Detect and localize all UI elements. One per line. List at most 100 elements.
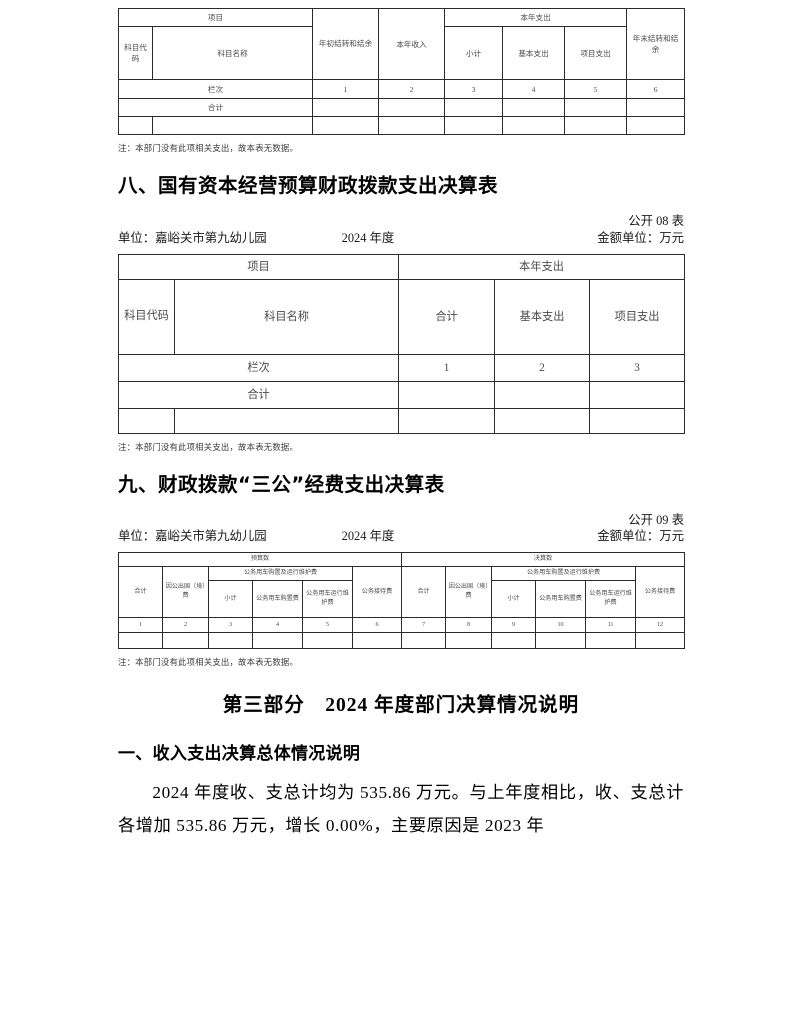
row-label-columns: 栏次 xyxy=(118,79,313,99)
header-reception-fee-final: 公务接待费 xyxy=(635,566,686,619)
total-cell xyxy=(494,380,591,409)
total-cell xyxy=(444,98,503,117)
data-cell xyxy=(626,116,686,135)
table-row xyxy=(118,632,686,650)
data-cell xyxy=(118,407,175,434)
data-cell xyxy=(589,407,686,434)
table-header-row: 科目代码 科目名称 小计 基本支出 项目支出 xyxy=(118,26,685,80)
header-end-balance-text: 年末结转和结余 xyxy=(632,33,679,54)
column-number: 2 xyxy=(494,353,591,382)
total-cell xyxy=(398,380,496,409)
header-project-expense: 项目支出 xyxy=(589,278,686,355)
header-vehicle-subtotal-budget: 小计 xyxy=(208,580,253,619)
header-vehicle-subtotal-final: 小计 xyxy=(491,580,537,619)
unit-label: 单位：嘉峪关市第九幼儿园 xyxy=(118,230,267,245)
header-total-final: 合计 xyxy=(401,566,447,619)
cashflow-budget-table: 项目 年初结转和结余 本年收入 本年支出 年末结转和结余 科目代码 科目名称 小… xyxy=(118,8,686,135)
data-cell xyxy=(118,116,153,135)
header-begin-balance-text: 年初结转和结余 xyxy=(318,39,373,49)
column-number: 2 xyxy=(162,617,209,634)
unit-label: 单位：嘉峪关市第九幼儿园 xyxy=(118,529,267,544)
header-basic-expense: 基本支出 xyxy=(502,26,565,80)
three-public-expense-table: 预算数 决算数 合计 因公出国（境）费 公务用车购置及运行维护费 公务接待费 合… xyxy=(117,552,686,650)
header-year-expense-group: 本年支出 xyxy=(443,8,628,27)
column-number: 2 xyxy=(378,79,445,99)
header-subtotal: 小计 xyxy=(444,26,503,80)
table-header-row: 项目 本年支出 xyxy=(117,253,686,280)
year-label: 2024 年度 xyxy=(341,529,395,544)
column-number: 1 xyxy=(118,617,163,634)
data-cell xyxy=(535,632,587,650)
subsection-heading-one: 一、收入支出决算总体情况说明 xyxy=(118,743,361,764)
table-row-total: 合计 xyxy=(118,98,686,117)
header-project-expense: 项目支出 xyxy=(563,26,628,80)
header-vehicle-group-final: 公务用车购置及运行维护费 xyxy=(491,566,637,582)
header-budget-group: 预算数 xyxy=(117,552,403,568)
header-abroad-fee-budget-text: 因公出国（境）费 xyxy=(165,584,206,600)
header-subject-code-text: 科目代码 xyxy=(124,310,169,323)
table-note: 注：本部门没有此项相关支出，故本表无数据。 xyxy=(118,658,299,668)
data-cell xyxy=(252,632,303,650)
form-number-eight: 公开 08 表 xyxy=(628,214,684,229)
total-cell xyxy=(312,98,379,117)
column-number: 9 xyxy=(491,617,537,634)
column-number: 11 xyxy=(585,617,637,634)
table-row-column-numbers: 1 2 3 4 5 6 7 8 9 10 11 12 xyxy=(118,617,686,634)
header-vehicle-purchase-final-text: 公务用车购置费 xyxy=(539,595,582,602)
data-cell xyxy=(398,407,496,434)
column-number: 4 xyxy=(252,617,303,634)
header-abroad-fee-final-text: 因公出国（境）费 xyxy=(448,584,489,600)
data-cell xyxy=(162,632,209,650)
data-cell xyxy=(351,632,403,650)
header-project-group: 项目 xyxy=(118,8,313,27)
header-subject-name: 科目名称 xyxy=(173,278,400,355)
column-number: 3 xyxy=(589,353,686,382)
data-cell xyxy=(635,632,686,650)
amount-unit-label: 金额单位：万元 xyxy=(597,529,684,544)
section-heading-nine: 九、财政拨款“三公”经费支出决算表 xyxy=(118,472,445,496)
header-begin-balance: 年初结转和结余 xyxy=(312,8,379,80)
table-header-row: 合计 因公出国（境）费 公务用车购置及运行维护费 公务接待费 合计 因公出国（境… xyxy=(118,566,686,619)
total-cell xyxy=(589,380,686,409)
table-row-column-numbers: 栏次 1 2 3 4 5 6 xyxy=(118,79,686,99)
data-cell xyxy=(444,116,503,135)
header-vehicle-operation-final-text: 公务用车运行维护费 xyxy=(589,591,632,607)
header-subject-code: 科目代码 xyxy=(118,26,153,80)
data-cell xyxy=(401,632,447,650)
column-number: 1 xyxy=(312,79,379,99)
table-row-total: 合计 xyxy=(117,380,686,409)
column-number: 7 xyxy=(401,617,447,634)
data-cell xyxy=(491,632,537,650)
header-abroad-fee-final: 因公出国（境）费 xyxy=(445,566,493,619)
column-number: 6 xyxy=(351,617,403,634)
table-note: 注：本部门没有此项相关支出，故本表无数据。 xyxy=(118,144,299,153)
header-reception-fee-budget: 公务接待费 xyxy=(351,566,403,619)
table-meta-eight: 单位：嘉峪关市第九幼儿园 2024 年度 金额单位：万元 xyxy=(118,230,684,246)
column-number: 10 xyxy=(535,617,587,634)
header-total: 合计 xyxy=(398,278,496,355)
year-label: 2024 年度 xyxy=(341,230,395,245)
header-vehicle-operation-budget-text: 公务用车运行维护费 xyxy=(306,591,349,607)
header-total-budget: 合计 xyxy=(118,566,163,619)
data-cell xyxy=(445,632,493,650)
section-heading-eight: 八、国有资本经营预算财政拨款支出决算表 xyxy=(118,174,499,197)
header-vehicle-operation-budget: 公务用车运行维护费 xyxy=(302,580,353,619)
column-number: 8 xyxy=(445,617,493,634)
column-number: 12 xyxy=(635,617,686,634)
data-cell xyxy=(494,407,591,434)
header-year-income: 本年收入 xyxy=(378,8,445,80)
header-subject-name: 科目名称 xyxy=(152,26,313,80)
header-vehicle-purchase-budget: 公务用车购置费 xyxy=(252,580,303,619)
data-cell xyxy=(585,632,637,650)
header-final-group: 决算数 xyxy=(401,552,686,568)
overview-paragraph: 2024 年度收、支总计均为 535.86 万元。与上年度相比，收、支总计各增加… xyxy=(118,783,684,836)
part-three-title: 第三部分 2024 年度部门决算情况说明 xyxy=(222,695,580,717)
amount-unit-label: 金额单位：万元 xyxy=(597,230,684,245)
data-cell xyxy=(173,407,400,434)
table-row xyxy=(118,116,686,135)
column-number: 5 xyxy=(563,79,628,99)
table-note: 注：本部门没有此项相关支出，故本表无数据。 xyxy=(118,442,299,452)
form-number-nine: 公开 09 表 xyxy=(628,513,684,528)
header-vehicle-purchase-final: 公务用车购置费 xyxy=(535,580,587,619)
